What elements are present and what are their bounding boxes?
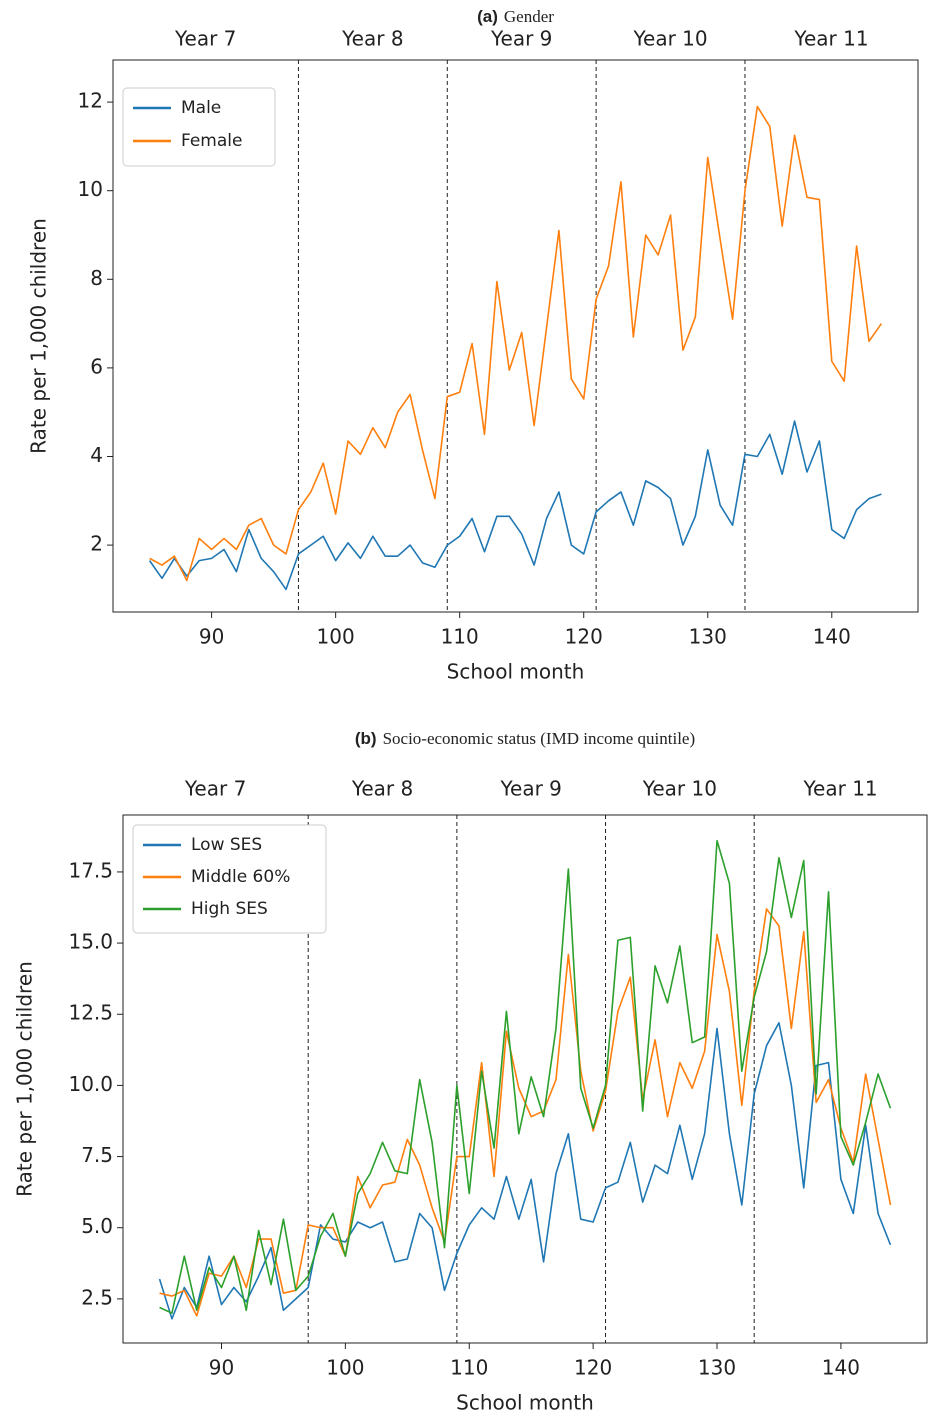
legend-label: Female (181, 131, 242, 151)
y-tick-label: 10.0 (68, 1072, 113, 1096)
y-tick-label: 17.5 (68, 858, 113, 882)
x-tick-label: 100 (326, 1356, 364, 1380)
x-tick-label: 110 (441, 625, 479, 649)
y-axis-label: Rate per 1,000 children (27, 218, 51, 454)
y-tick-label: 8 (90, 266, 103, 290)
x-tick-label: 120 (565, 625, 603, 649)
x-tick-label: 100 (317, 625, 355, 649)
year-label: Year 9 (490, 27, 552, 51)
panel-title: (b) Socio-economic status (IMD income qui… (355, 729, 695, 749)
plot-frame (112, 59, 919, 613)
panel-label: (a) (477, 7, 498, 26)
x-tick-label: 130 (689, 625, 727, 649)
x-tick-label: 130 (698, 1356, 736, 1380)
x-tick-label: 140 (822, 1356, 860, 1380)
y-tick-label: 12.5 (68, 1001, 113, 1025)
x-axis-label: School month (456, 1391, 594, 1415)
year-label: Year 11 (803, 777, 878, 801)
panel-title-text: Socio-economic status (IMD income quinti… (383, 729, 696, 748)
year-label: Year 9 (499, 777, 561, 801)
panel-title: (a) Gender (477, 7, 554, 27)
x-tick-label: 120 (574, 1356, 612, 1380)
legend-label: High SES (191, 899, 268, 919)
panel-title-text: Gender (504, 7, 554, 26)
year-label: Year 8 (341, 27, 403, 51)
legend-box (132, 824, 327, 934)
y-tick-label: 5.0 (81, 1214, 113, 1238)
plot-frame (122, 814, 928, 1344)
y-tick-label: 4 (90, 443, 103, 467)
year-label: Year 10 (632, 27, 707, 51)
legend-label: Middle 60% (191, 867, 290, 887)
y-tick-label: 10 (78, 177, 103, 201)
y-tick-label: 15.0 (68, 930, 113, 954)
x-tick-label: 140 (813, 625, 851, 649)
y-tick-label: 2 (90, 532, 103, 556)
legend-label: Male (181, 98, 221, 118)
series-line (148, 420, 882, 591)
year-label: Year 7 (184, 777, 246, 801)
year-label: Year 11 (793, 27, 868, 51)
x-axis-label: School month (447, 660, 585, 684)
x-tick-label: 90 (209, 1356, 234, 1380)
series-line (149, 105, 883, 582)
y-tick-label: 7.5 (81, 1143, 113, 1167)
y-axis-label: Rate per 1,000 children (13, 961, 37, 1197)
x-tick-label: 90 (199, 625, 224, 649)
series-line (159, 839, 892, 1314)
y-tick-label: 12 (78, 89, 103, 113)
series-line (158, 1021, 892, 1320)
year-label: Year 7 (174, 27, 236, 51)
legend-label: Low SES (191, 835, 262, 855)
year-label: Year 8 (351, 777, 413, 801)
year-label: Year 10 (642, 777, 717, 801)
x-tick-label: 110 (450, 1356, 488, 1380)
y-tick-label: 2.5 (81, 1285, 113, 1309)
panel-label: (b) (355, 729, 377, 748)
y-tick-label: 6 (90, 354, 103, 378)
